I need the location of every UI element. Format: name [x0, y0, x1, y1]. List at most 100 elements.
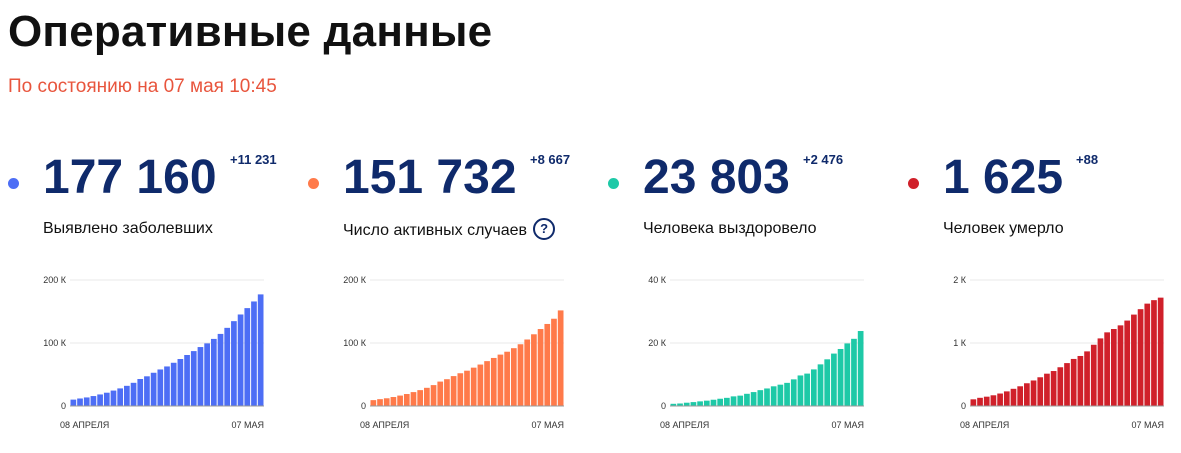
y-tick-label: 0: [961, 401, 966, 411]
bar: [551, 318, 557, 406]
bar: [403, 394, 410, 406]
bar: [710, 399, 717, 406]
bar: [851, 338, 857, 406]
bar: [444, 379, 450, 406]
bar: [1151, 300, 1157, 406]
bar: [724, 397, 730, 406]
bar: [1024, 383, 1030, 406]
bar: [130, 382, 137, 406]
bar: [397, 395, 403, 406]
x-tick-label: 07 МАЯ: [231, 420, 264, 430]
x-tick-label: 07 МАЯ: [831, 420, 864, 430]
bar: [1097, 338, 1104, 406]
help-icon[interactable]: ?: [533, 218, 556, 240]
bar: [797, 375, 804, 406]
bar: [517, 344, 524, 406]
bar: [370, 400, 377, 406]
bar: [857, 331, 864, 406]
bar: [1104, 332, 1110, 406]
bar: [970, 399, 977, 406]
bar: [677, 403, 683, 406]
bar: [1137, 309, 1144, 406]
bar: [430, 385, 437, 406]
bar: [103, 392, 110, 406]
bar: [417, 390, 424, 406]
stat-active: 151 732 +8 667 Число активных случаев? 0…: [308, 150, 598, 450]
bar: [224, 327, 231, 406]
y-tick-label: 40 К: [648, 275, 667, 285]
x-tick-label: 08 АПРЕЛЯ: [60, 420, 109, 430]
bar: [164, 366, 170, 406]
stat-label: Число активных случаев: [343, 222, 528, 240]
y-tick-label: 0: [361, 401, 366, 411]
stat-value: 1 625: [943, 151, 1064, 204]
bar: [997, 393, 1003, 406]
bar: [197, 347, 204, 406]
stat-value: 151 732: [343, 151, 517, 204]
bar: [784, 382, 790, 406]
bar: [477, 364, 484, 406]
bar: [770, 386, 777, 406]
stat-label: Выявлено заболевших: [43, 220, 213, 237]
y-tick-label: 20 К: [648, 338, 667, 348]
y-tick-label: 0: [61, 401, 66, 411]
bar: [490, 357, 497, 406]
bar: [1090, 344, 1097, 406]
bar: [1037, 377, 1044, 406]
bar: [690, 402, 697, 406]
bar: [1124, 320, 1131, 406]
bar: [177, 359, 184, 406]
bar: [217, 333, 224, 406]
bar: [77, 398, 83, 406]
bar: [544, 323, 551, 406]
bar: [457, 373, 464, 406]
bar: [750, 392, 757, 406]
bar: [977, 397, 983, 406]
bar: [1070, 358, 1077, 406]
bar: [504, 351, 510, 406]
x-tick-label: 08 АПРЕЛЯ: [360, 420, 409, 430]
bar: [804, 373, 810, 406]
bar: [124, 385, 130, 406]
y-tick-label: 200 К: [43, 275, 67, 285]
bar: [1110, 329, 1117, 406]
bar: [1057, 367, 1064, 406]
bar: [1077, 355, 1084, 406]
bar: [470, 367, 477, 406]
stat-delta: +2 476: [803, 152, 844, 167]
bar: [117, 388, 124, 406]
chart-recovered: 0 20 К 40 К 08 АПРЕЛЯ 07 МАЯ: [648, 275, 864, 430]
page-title: Оперативные данные: [8, 7, 493, 56]
bar: [410, 392, 417, 406]
bar: [110, 390, 117, 406]
bar: [144, 376, 150, 406]
stat-delta: +11 231: [230, 152, 277, 167]
series-dot: [8, 178, 19, 189]
chart-confirmed: 0 100 К 200 К 08 АПРЕЛЯ 07 МАЯ: [43, 275, 264, 430]
bar: [377, 399, 383, 406]
bar: [231, 321, 237, 406]
bar: [1144, 303, 1151, 407]
bar: [1010, 388, 1017, 406]
bar: [170, 362, 177, 406]
bar: [204, 343, 210, 406]
x-tick-label: 08 АПРЕЛЯ: [960, 420, 1009, 430]
bar: [210, 338, 217, 406]
bar: [1084, 351, 1090, 406]
stat-delta: +88: [1076, 152, 1099, 167]
bar: [1131, 314, 1137, 406]
bar: [737, 395, 744, 406]
bar: [697, 401, 703, 406]
bar: [537, 329, 544, 406]
bar: [1117, 325, 1124, 406]
series-dot: [908, 178, 919, 189]
bar: [251, 301, 257, 406]
bar: [531, 334, 537, 406]
bar: [1157, 297, 1164, 406]
bar: [390, 397, 397, 406]
bar: [190, 351, 197, 406]
bar: [424, 387, 430, 406]
bar: [244, 308, 251, 406]
bar: [790, 379, 797, 406]
bar: [837, 348, 844, 406]
